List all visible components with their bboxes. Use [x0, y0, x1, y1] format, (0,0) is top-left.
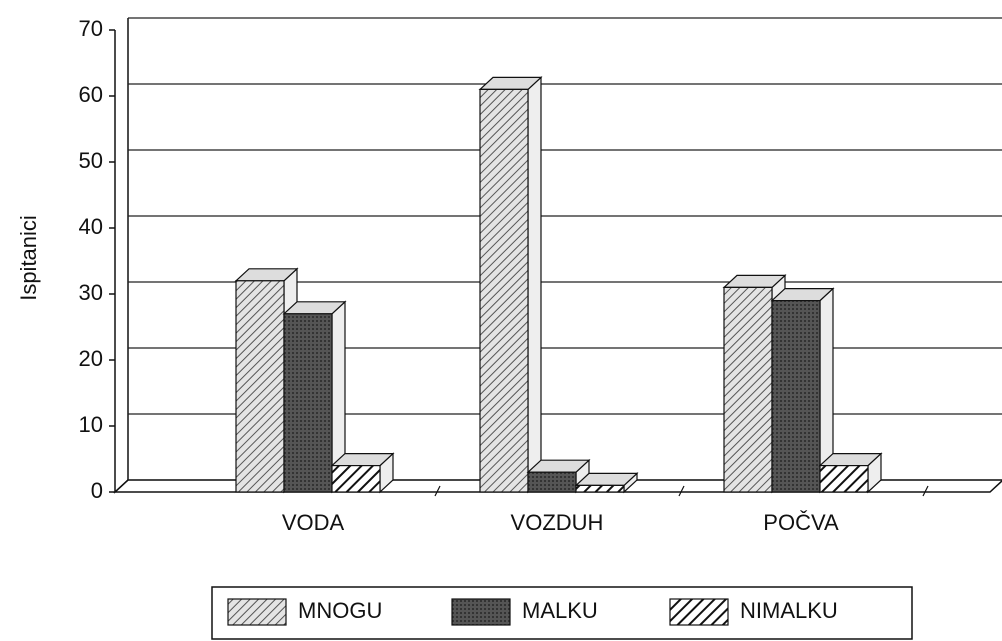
- y-tick-label: 10: [79, 412, 103, 437]
- y-tick-label: 20: [79, 346, 103, 371]
- legend-swatch: [669, 598, 729, 626]
- x-tick: [922, 485, 929, 497]
- legend-label: MALKU: [522, 598, 598, 623]
- bar: [282, 300, 347, 494]
- y-tick-label: 60: [79, 82, 103, 107]
- bar-front: [235, 280, 285, 493]
- bar-front: [723, 286, 773, 493]
- bar-front: [479, 88, 529, 493]
- y-tick-label: 70: [79, 16, 103, 41]
- bar: [330, 452, 395, 494]
- bar: [478, 76, 543, 494]
- bar-front: [283, 313, 333, 493]
- x-tick-label: VOZDUH: [511, 510, 604, 535]
- y-tick-label: 0: [91, 478, 103, 503]
- bar-front: [771, 300, 821, 493]
- bar: [818, 452, 883, 494]
- left-wall: [114, 18, 129, 494]
- y-tick-label: 30: [79, 280, 103, 305]
- bar-front: [819, 465, 869, 493]
- x-tick: [678, 485, 685, 497]
- x-tick: [434, 485, 441, 497]
- x-tick-label: POČVA: [763, 510, 839, 535]
- x-tick-label: VODA: [282, 510, 345, 535]
- bar-front: [527, 471, 577, 493]
- bar-front: [575, 484, 625, 493]
- legend-label: NIMALKU: [740, 598, 838, 623]
- floor: [113, 479, 1002, 493]
- y-tick-label: 50: [79, 148, 103, 173]
- y-axis-label: Ispitanici: [16, 215, 41, 301]
- legend-label: MNOGU: [298, 598, 382, 623]
- bar: [574, 472, 639, 494]
- legend-swatch: [451, 598, 511, 626]
- legend-box: [211, 586, 913, 640]
- legend-swatch: [227, 598, 287, 626]
- bar-front: [331, 465, 381, 493]
- y-tick-label: 40: [79, 214, 103, 239]
- bar-side: [527, 76, 542, 494]
- bar: [770, 287, 835, 494]
